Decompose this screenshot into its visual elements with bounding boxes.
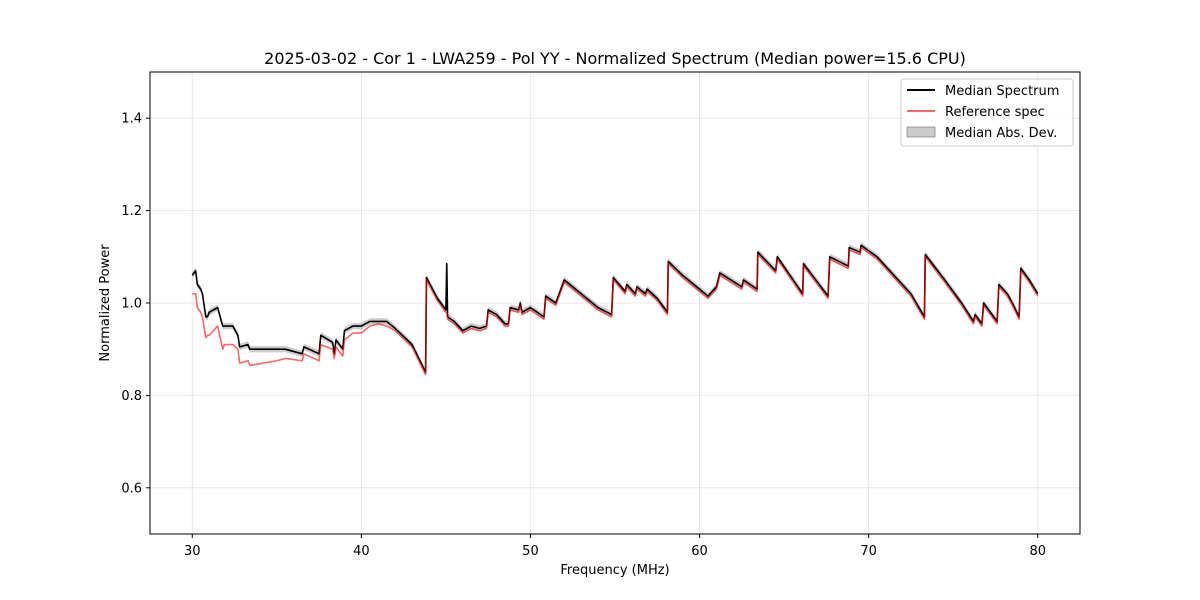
legend-box bbox=[900, 78, 1074, 147]
legend-label-reference: Reference spec bbox=[945, 105, 1045, 120]
x-tick-label: 40 bbox=[353, 544, 370, 559]
y-tick-label: 0.6 bbox=[121, 481, 142, 496]
y-tick-label: 1.0 bbox=[121, 297, 142, 312]
x-tick-label: 70 bbox=[860, 544, 877, 559]
x-axis-label: Frequency (MHz) bbox=[560, 563, 669, 578]
y-axis-label: Normalized Power bbox=[98, 244, 113, 362]
reference-spec-line bbox=[192, 246, 1039, 376]
y-tick-label: 1.2 bbox=[121, 204, 142, 219]
y-axis-ticks: 0.6 0.8 1.0 1.2 1.4 bbox=[121, 112, 150, 496]
legend-label-median: Median Spectrum bbox=[945, 84, 1059, 99]
legend-swatch-mad bbox=[906, 126, 936, 138]
x-tick-label: 80 bbox=[1029, 544, 1046, 559]
x-tick-label: 30 bbox=[184, 544, 201, 559]
series-group bbox=[191, 244, 1039, 376]
x-tick-label: 50 bbox=[522, 544, 539, 559]
x-axis-ticks: 30 40 50 60 70 80 bbox=[184, 534, 1046, 559]
chart-title: 2025-03-02 - Cor 1 - LWA259 - Pol YY - N… bbox=[264, 49, 966, 68]
y-tick-label: 0.8 bbox=[121, 389, 142, 404]
y-tick-label: 1.4 bbox=[121, 112, 142, 127]
legend: Median Spectrum Reference spec Median Ab… bbox=[900, 78, 1074, 147]
legend-label-mad: Median Abs. Dev. bbox=[945, 126, 1057, 141]
x-tick-label: 60 bbox=[691, 544, 708, 559]
